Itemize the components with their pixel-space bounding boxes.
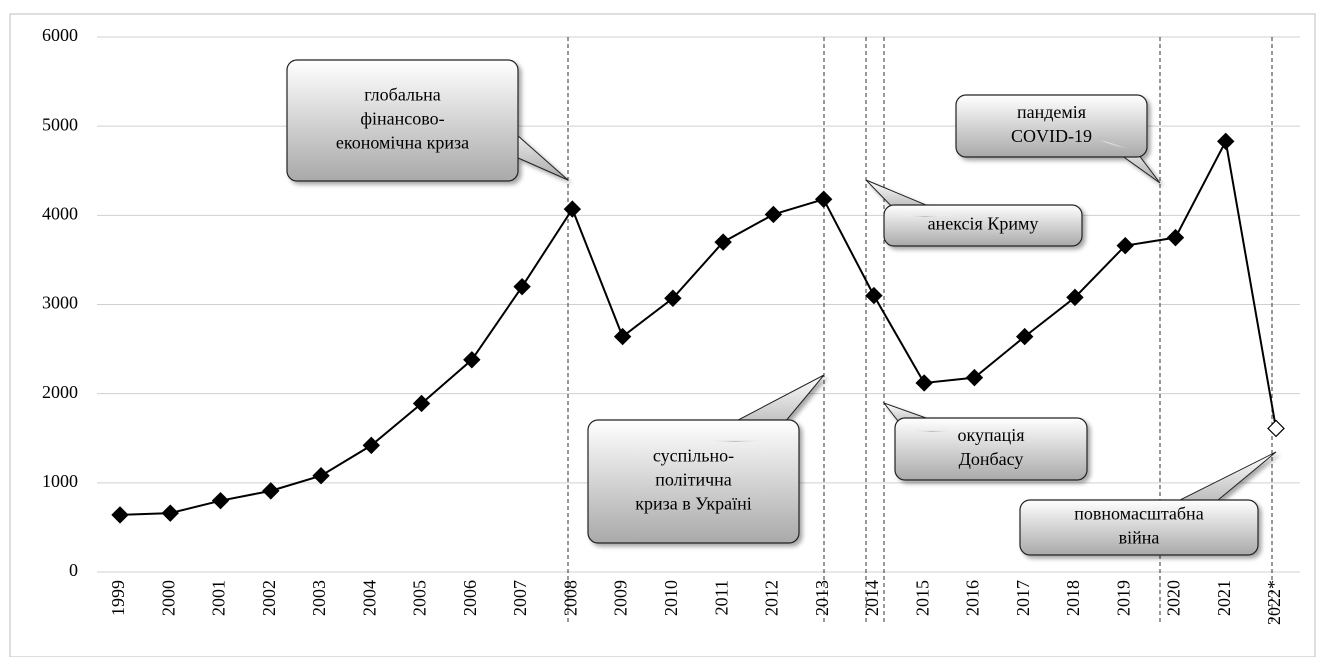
marker	[463, 351, 481, 369]
x-tick-label: 2015	[912, 580, 932, 616]
x-tick-label: 2006	[460, 580, 480, 616]
callout-box	[1019, 499, 1259, 556]
callout-text: окупація	[957, 425, 1024, 445]
marker	[111, 506, 129, 524]
x-tick-label: 2013	[812, 580, 832, 616]
callout-text: Донбасу	[959, 449, 1024, 469]
callout-text: глобальна	[364, 85, 441, 105]
callout-text: повномасштабна	[1074, 504, 1203, 524]
callout-text: пандемія	[1017, 102, 1086, 122]
marker	[211, 491, 230, 510]
x-tick-label: 2004	[359, 580, 379, 616]
x-tick-label: 2009	[611, 580, 631, 616]
callout-text: COVID-19	[1011, 126, 1092, 146]
x-tick-label: 2012	[762, 580, 782, 616]
y-tick-label: 6000	[42, 25, 78, 45]
marker	[513, 277, 531, 296]
x-tick-label: 2000	[158, 580, 178, 616]
marker	[1217, 132, 1235, 151]
callout-box	[894, 417, 1088, 481]
x-tick-label: 2007	[510, 580, 530, 616]
x-tick-label: 1999	[108, 580, 128, 616]
callout	[1019, 451, 1277, 556]
marker	[362, 436, 381, 455]
x-tick-label: 2011	[711, 580, 731, 615]
callout	[955, 94, 1161, 184]
marker	[915, 374, 933, 392]
x-tick-label: 2008	[560, 580, 580, 616]
line-series	[119, 138, 1277, 516]
y-tick-label: 3000	[42, 293, 78, 313]
x-tick-label: 2010	[661, 580, 681, 616]
callout	[286, 59, 569, 182]
callout-joint	[1150, 515, 1200, 517]
callout-joint	[905, 430, 960, 432]
x-tick-label: 2022*	[1264, 580, 1284, 625]
x-tick-label: 2017	[1013, 580, 1033, 616]
callout-box	[587, 419, 800, 544]
marker	[613, 327, 632, 346]
callout-text: суспільно-	[653, 446, 734, 466]
marker	[814, 190, 833, 208]
callout-text: політична	[655, 470, 732, 490]
callout-joint	[700, 440, 770, 442]
callout-box	[955, 94, 1148, 158]
callout	[882, 401, 1088, 481]
marker	[1116, 236, 1134, 255]
callout-text: фінансово-	[360, 109, 444, 129]
callout-box	[286, 59, 519, 182]
x-tick-label: 2003	[309, 580, 329, 616]
marker	[965, 368, 984, 387]
x-tick-label: 2014	[862, 580, 882, 616]
callout-text: криза в Україні	[635, 494, 752, 514]
marker	[714, 233, 732, 251]
callout-text: анексія Криму	[928, 214, 1039, 234]
y-tick-label: 4000	[42, 203, 78, 223]
marker	[312, 466, 330, 485]
marker	[664, 289, 682, 307]
y-tick-label: 1000	[42, 471, 78, 491]
marker	[1166, 228, 1185, 247]
callout-joint	[1100, 140, 1135, 150]
x-tick-label: 2016	[963, 580, 983, 616]
x-tick-label: 2001	[209, 580, 229, 616]
marker	[1066, 288, 1084, 307]
callout-text: війна	[1119, 528, 1160, 548]
x-tick-label: 2002	[259, 580, 279, 616]
y-tick-label: 5000	[42, 114, 78, 134]
marker	[563, 200, 582, 218]
callout-joint	[900, 215, 950, 217]
x-tick-label: 2018	[1063, 580, 1083, 616]
marker	[865, 286, 883, 305]
y-tick-label: 0	[69, 560, 78, 580]
frame	[9, 13, 1316, 657]
callout	[587, 374, 825, 544]
marker	[412, 394, 431, 413]
callout	[865, 179, 1083, 247]
x-tick-label: 2005	[410, 580, 430, 616]
x-tick-label: 2020	[1164, 580, 1184, 616]
x-tick-label: 2019	[1113, 580, 1133, 616]
marker	[262, 482, 280, 500]
callout-text: економічна криза	[336, 133, 469, 153]
x-tick-label: 2021	[1214, 580, 1234, 616]
marker	[161, 504, 179, 522]
marker	[1015, 327, 1034, 346]
marker	[1267, 419, 1285, 438]
y-tick-label: 2000	[42, 382, 78, 402]
marker	[764, 205, 783, 224]
